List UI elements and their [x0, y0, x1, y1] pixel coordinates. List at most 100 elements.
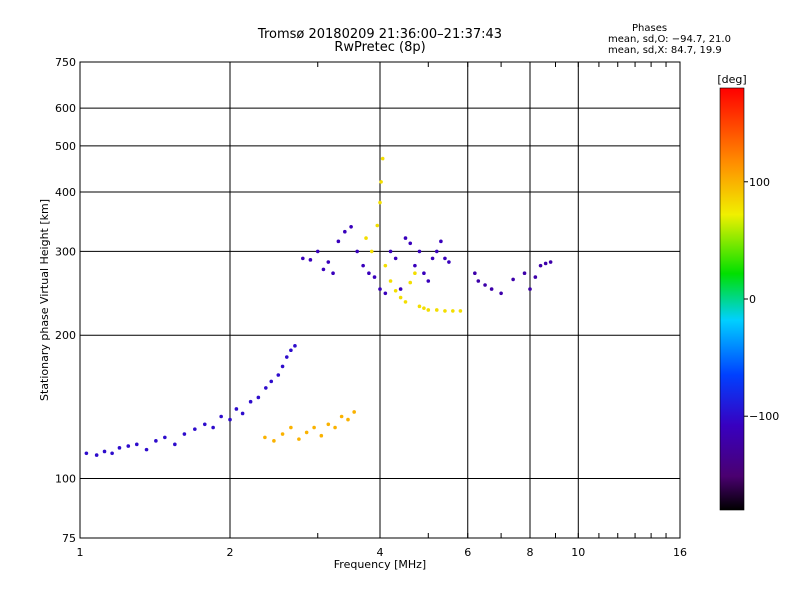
data-point — [339, 414, 344, 419]
data-point — [417, 304, 422, 309]
x-axis-label: Frequency [MHz] — [334, 558, 426, 571]
y-tick-label: 400 — [55, 186, 76, 199]
grid-lines — [80, 62, 680, 538]
x-tick-label: 10 — [571, 546, 585, 559]
data-point — [343, 229, 347, 234]
data-point — [383, 291, 388, 296]
data-point — [383, 263, 388, 268]
data-point — [443, 309, 447, 313]
data-point — [543, 261, 548, 266]
data-point — [331, 271, 335, 276]
data-point — [379, 180, 383, 184]
data-point — [413, 271, 417, 276]
data-point — [163, 435, 167, 440]
y-tick-label: 600 — [55, 102, 76, 115]
colorbar — [719, 87, 745, 511]
data-point — [528, 287, 532, 291]
data-point — [256, 395, 261, 400]
data-point — [369, 249, 374, 254]
colorbar-ticks: 100 0 −100 — [744, 176, 779, 423]
x-tick-label: 8 — [527, 546, 534, 559]
data-point — [422, 271, 426, 276]
data-point — [84, 451, 89, 456]
data-point — [308, 258, 313, 262]
axis-ticks: 1 2 4 6 8 10 16 75 100 200 300 400 500 600 750 — [55, 56, 687, 559]
data-point — [355, 249, 359, 254]
data-point — [202, 422, 207, 427]
data-point — [403, 300, 408, 304]
data-points — [84, 156, 553, 457]
data-point — [511, 277, 515, 282]
data-point — [154, 439, 158, 443]
data-point — [403, 236, 408, 240]
y-tick-label: 750 — [55, 56, 76, 69]
data-point — [269, 379, 274, 384]
data-point — [326, 260, 331, 264]
x-tick-label: 16 — [673, 546, 687, 559]
data-point — [398, 287, 403, 291]
data-point — [364, 236, 368, 240]
x-tick-label: 1 — [77, 546, 84, 559]
data-point — [361, 263, 365, 268]
data-point — [538, 263, 543, 268]
data-point — [219, 414, 223, 419]
data-point — [473, 271, 477, 276]
colorbar-tick-label: 100 — [749, 176, 770, 189]
data-point — [297, 437, 301, 441]
data-point — [280, 364, 285, 369]
data-point — [352, 410, 356, 414]
data-point — [398, 295, 403, 300]
data-point — [272, 439, 276, 443]
data-point — [393, 256, 398, 261]
data-point — [293, 344, 297, 348]
data-point — [228, 417, 232, 422]
data-point — [417, 249, 422, 254]
data-point — [240, 411, 245, 416]
data-point — [533, 275, 538, 279]
data-point — [483, 283, 487, 287]
data-point — [522, 271, 527, 276]
data-point — [102, 449, 107, 454]
data-point — [499, 291, 503, 296]
data-point — [476, 279, 481, 283]
colorbar-label: [deg] — [717, 73, 746, 86]
y-tick-label: 75 — [62, 532, 76, 545]
data-point — [280, 432, 285, 436]
data-point — [393, 288, 398, 293]
data-point — [289, 348, 293, 353]
data-point — [447, 260, 451, 264]
data-point — [388, 249, 393, 254]
data-point — [443, 256, 447, 261]
colorbar-tick-label: −100 — [749, 410, 779, 423]
y-tick-label: 100 — [55, 473, 76, 486]
chart-subtitle: RwPretec (8p) — [334, 40, 426, 55]
data-point — [378, 200, 382, 205]
data-point — [349, 224, 353, 229]
data-point — [434, 308, 439, 312]
phase-stats-o-mode: mean, sd,O: −94.7, 21.0 — [608, 34, 731, 45]
data-point — [276, 373, 281, 377]
data-point — [372, 275, 377, 279]
data-point — [336, 239, 341, 244]
data-point — [284, 355, 289, 359]
data-point — [413, 263, 417, 268]
data-point — [326, 422, 331, 427]
data-point — [426, 308, 431, 312]
data-point — [489, 287, 494, 291]
x-tick-label: 4 — [377, 546, 384, 559]
data-point — [211, 425, 215, 430]
data-point — [388, 279, 393, 283]
data-point — [126, 444, 131, 448]
data-point — [451, 309, 455, 313]
data-point — [173, 442, 177, 447]
data-point — [263, 435, 267, 440]
data-point — [548, 260, 553, 264]
data-point — [333, 425, 337, 430]
data-point — [422, 306, 426, 310]
colorbar-tick-label: 0 — [749, 293, 756, 306]
y-tick-label: 500 — [55, 140, 76, 153]
data-point — [289, 425, 293, 430]
data-point — [430, 256, 435, 261]
phase-stats-heading: Phases — [632, 23, 668, 34]
